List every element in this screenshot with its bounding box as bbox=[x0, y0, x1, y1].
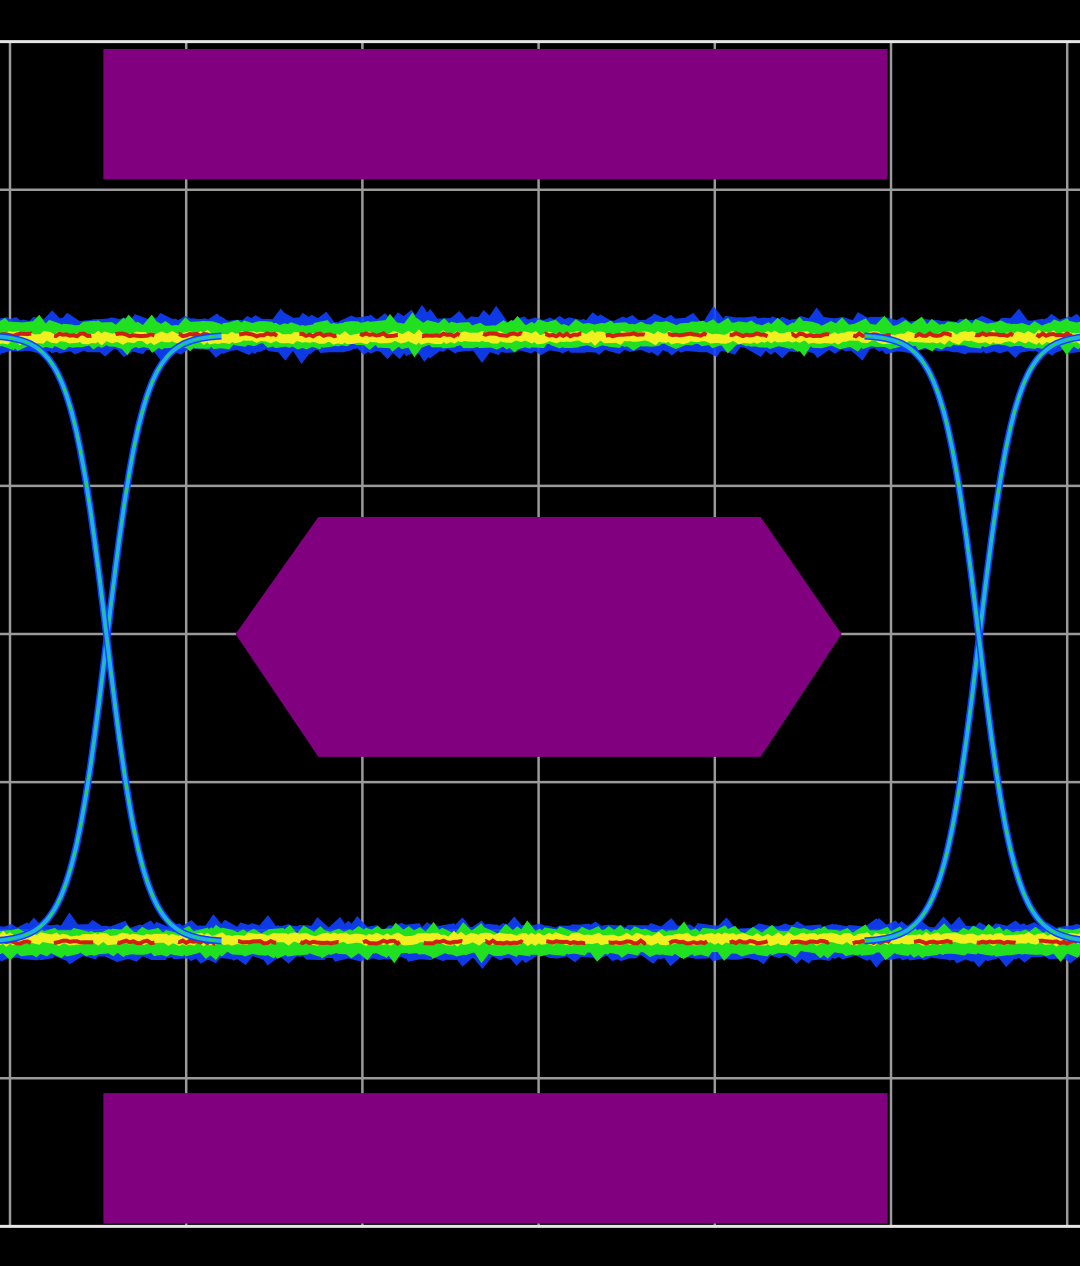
rising-edge-outer-trace bbox=[0, 332, 222, 944]
high-level-core-trace bbox=[0, 330, 1080, 339]
traces bbox=[0, 304, 1080, 969]
falling-edge-mid-trace bbox=[0, 335, 222, 942]
top-mask bbox=[103, 49, 888, 180]
falling-edge-outer-trace bbox=[864, 332, 1080, 944]
high-level-hot-trace bbox=[0, 329, 1080, 347]
rising-edge-mid-trace bbox=[864, 336, 1080, 942]
center-mask bbox=[235, 517, 842, 757]
bottom-mask bbox=[103, 1093, 888, 1224]
falling-edge-trace bbox=[864, 334, 1080, 942]
rising-edge-outer-trace bbox=[864, 333, 1080, 945]
rising-edge-trace bbox=[0, 334, 222, 943]
rising-edge-trace bbox=[864, 335, 1080, 943]
falling-edge-mid-trace bbox=[864, 335, 1080, 941]
falling-edge-outer-trace bbox=[0, 333, 222, 945]
masks bbox=[103, 49, 888, 1224]
rising-edge-mid-trace bbox=[0, 335, 222, 942]
low-level-core-trace bbox=[0, 938, 1080, 947]
falling-edge-trace bbox=[0, 334, 222, 943]
